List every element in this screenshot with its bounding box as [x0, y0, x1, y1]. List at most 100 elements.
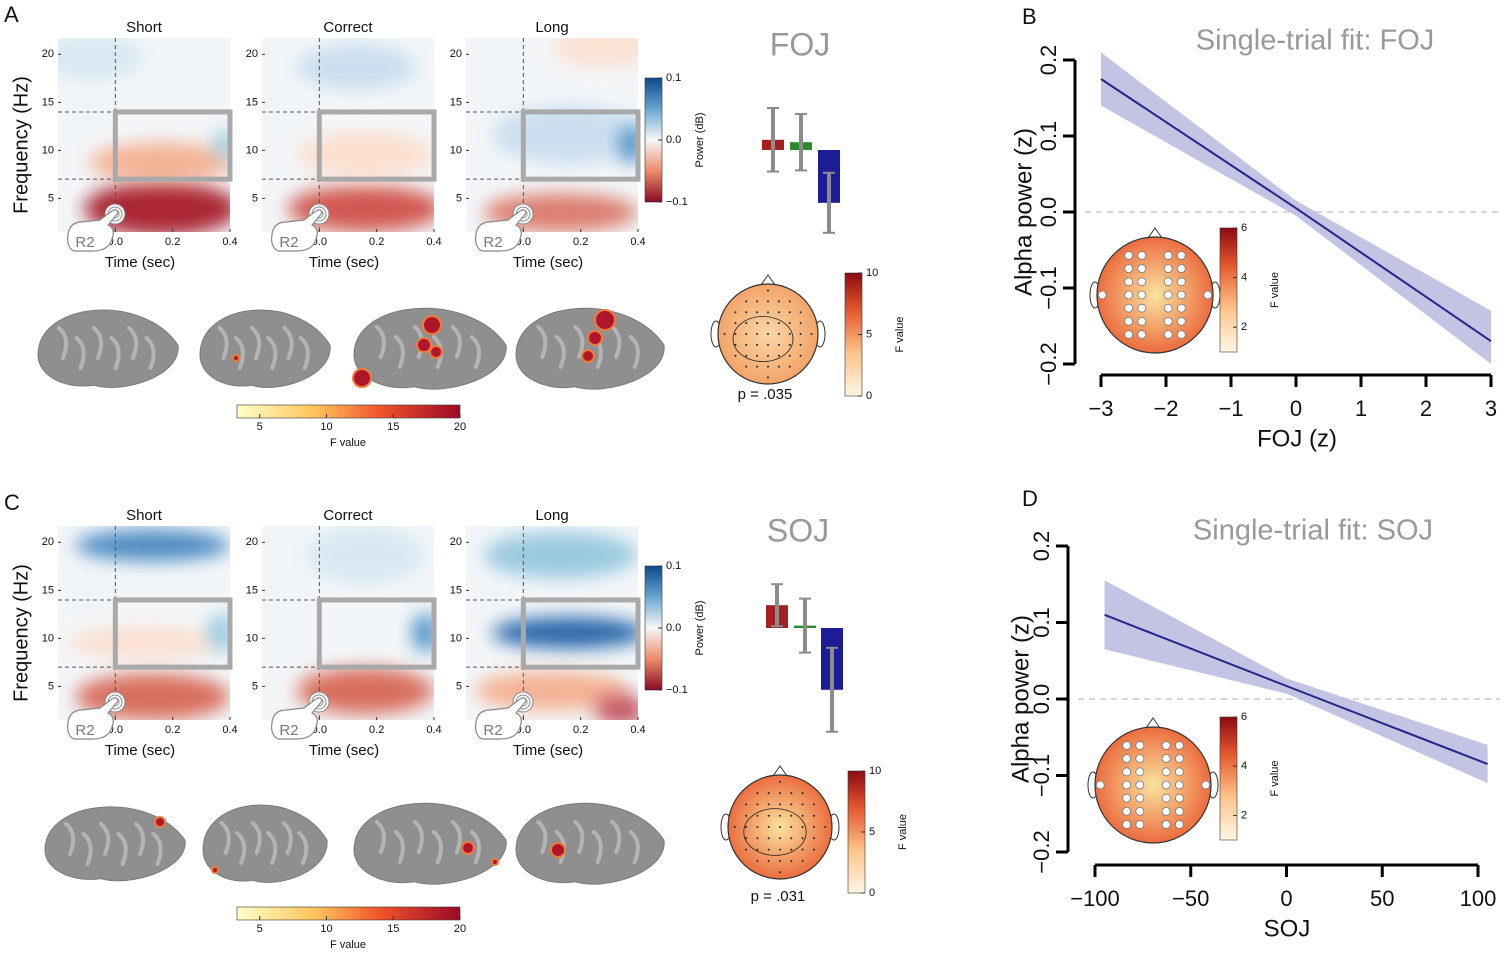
y-tick-label: 10	[42, 144, 54, 156]
brain-sulcus	[281, 821, 293, 855]
electrode	[810, 333, 813, 335]
brain-sulcus	[109, 336, 121, 370]
x-tick-label: 0.2	[165, 724, 180, 736]
electrode	[1163, 277, 1173, 287]
y-tick-label: 5	[252, 680, 258, 692]
electrode	[777, 300, 780, 303]
colorbar-tick-label: 15	[387, 923, 399, 935]
y-tick-label: 0.0	[1036, 197, 1061, 228]
electrode	[1122, 780, 1132, 790]
electrode	[734, 322, 737, 325]
brain-sulcus	[610, 325, 622, 359]
electrode	[790, 859, 793, 862]
brain-sulcus	[250, 326, 262, 360]
condition-title: Long	[535, 507, 568, 524]
electrode	[1137, 264, 1147, 274]
electrode	[790, 803, 793, 806]
electrode	[824, 826, 827, 828]
x-tick-label: 0.4	[426, 236, 441, 248]
electrode	[779, 826, 781, 828]
roi-box	[316, 597, 437, 670]
electrode	[745, 300, 748, 303]
colorbar-tick-label: 0.1	[666, 560, 681, 572]
electrode	[1163, 303, 1173, 313]
fit-line	[1100, 78, 1492, 343]
heatmap-blob	[207, 613, 230, 653]
x-tick-label: 0.4	[222, 236, 237, 248]
electrode	[1122, 767, 1132, 777]
colorbar-tick-label: 5	[257, 923, 263, 935]
electrode	[1124, 330, 1134, 339]
y-tick-label: 0.2	[1029, 531, 1054, 562]
heatmap-blob	[88, 142, 230, 182]
brain-sulcus	[628, 335, 640, 369]
electrode	[779, 837, 781, 840]
brain-sulcus	[116, 832, 128, 866]
chart-title: Single-trial fit: FOJ	[1196, 25, 1435, 57]
x-tick-label: −1	[1218, 396, 1243, 421]
electrode	[756, 333, 759, 335]
electrode	[788, 311, 791, 314]
condition-title: Correct	[323, 507, 373, 524]
brain-sulcus	[266, 831, 278, 865]
electrode	[1135, 741, 1145, 750]
colorbar-label: F value	[330, 437, 366, 449]
cue-hand	[67, 697, 119, 740]
electrode	[756, 814, 759, 817]
heatmap-blob	[58, 38, 144, 81]
electrode	[723, 333, 726, 335]
brain-colorbar	[236, 906, 461, 921]
electrode	[745, 848, 748, 851]
p-value: p = .035	[738, 386, 793, 403]
electrode	[745, 311, 748, 314]
electrode	[1122, 741, 1132, 750]
electrode	[1203, 290, 1213, 300]
electrode	[790, 837, 793, 840]
heatmap-blob	[296, 667, 434, 715]
y-tick-label: 0.1	[1029, 607, 1054, 638]
brain-sulcus	[298, 336, 310, 370]
electrode	[788, 300, 791, 303]
electrode	[1174, 793, 1184, 803]
electrode	[745, 333, 748, 335]
y-tick-label: 15	[450, 96, 462, 108]
brain-activation	[461, 841, 475, 855]
condition-title: Long	[535, 19, 568, 36]
colorbar-tick-label: −0.1	[666, 684, 688, 696]
brain-sulcus	[235, 831, 247, 865]
electrode	[734, 311, 737, 314]
y-tick-label: −0.2	[1036, 342, 1061, 385]
brain-sulcus	[469, 830, 481, 864]
topo-contour	[743, 808, 807, 856]
cue-label: R2	[483, 234, 502, 251]
electrode	[1161, 820, 1171, 829]
electrode	[812, 803, 815, 806]
electrode	[767, 343, 769, 346]
electrode	[1174, 754, 1184, 764]
brain-activation	[587, 330, 603, 346]
electrode	[745, 322, 748, 325]
x-tick-label: 0.2	[165, 236, 180, 248]
cue-hand	[475, 209, 527, 252]
brain-sulcus	[151, 832, 163, 866]
x-tick-label: −100	[1070, 886, 1120, 911]
brain-sulcus	[374, 325, 386, 359]
electrode	[777, 311, 780, 314]
y-tick-label: 15	[450, 584, 462, 596]
electrode	[1176, 277, 1186, 287]
cue-hand	[67, 209, 119, 252]
electrode	[777, 365, 780, 368]
electrode	[777, 322, 780, 325]
brain-sulcus	[92, 326, 104, 360]
brain-activation	[352, 368, 372, 388]
brain	[515, 802, 665, 885]
brain-sulcus	[431, 830, 443, 864]
y-tick-label: −0.1	[1036, 266, 1061, 309]
y-tick-label: 20	[450, 48, 462, 60]
y-tick-label: 10	[42, 632, 54, 644]
head	[1096, 236, 1214, 354]
brain-sulcus	[74, 336, 86, 370]
brain-sulcus	[127, 326, 139, 360]
electrode	[1161, 741, 1171, 750]
brain-activation	[232, 354, 240, 362]
